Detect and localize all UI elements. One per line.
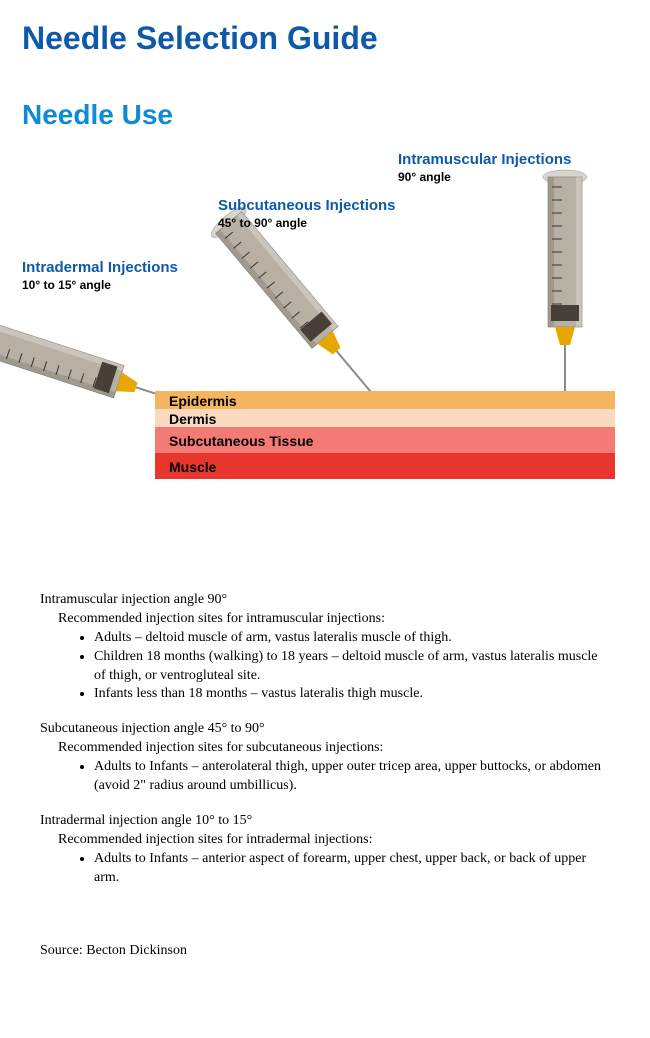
- skin-layers: EpidermisDermisSubcutaneous TissueMuscle: [155, 391, 615, 479]
- bullet-item: Adults to Infants – anterior aspect of f…: [94, 850, 610, 888]
- section-subtitle: Recommended injection sites for intramus…: [40, 610, 610, 629]
- section-heading: Intramuscular injection angle 90°: [40, 591, 610, 610]
- page-title: Needle Selection Guide: [0, 0, 650, 57]
- skin-layer-muscle: Muscle: [155, 453, 615, 479]
- injection-label-subcutaneous: Subcutaneous Injections 45° to 90° angle: [218, 197, 396, 230]
- section-bullets: Adults – deltoid muscle of arm, vastus l…: [40, 629, 610, 705]
- injection-diagram: Intradermal Injections 10° to 15° angle Su…: [0, 131, 650, 501]
- section-heading: Subcutaneous injection angle 45° to 90°: [40, 720, 610, 739]
- source-attribution: Source: Becton Dickinson: [0, 887, 650, 959]
- bullet-item: Adults to Infants – anterolateral thigh,…: [94, 758, 610, 796]
- section-subtitle: Recommended injection sites for intrader…: [40, 831, 610, 850]
- content-section: Subcutaneous injection angle 45° to 90°R…: [40, 720, 610, 796]
- injection-label-intradermal: Intradermal Injections 10° to 15° angle: [22, 259, 178, 292]
- skin-layer-dermis: Dermis: [155, 409, 615, 427]
- injection-label-intramuscular: Intramuscular Injections 90° angle: [398, 151, 571, 184]
- bullet-item: Infants less than 18 months – vastus lat…: [94, 685, 610, 704]
- content-section: Intramuscular injection angle 90°Recomme…: [40, 591, 610, 704]
- injection-angle-text: 45° to 90° angle: [218, 216, 396, 230]
- content-section: Intradermal injection angle 10° to 15°Re…: [40, 812, 610, 888]
- injection-angle-text: 90° angle: [398, 170, 571, 184]
- injection-heading: Intramuscular Injections: [398, 151, 571, 168]
- section-subtitle: Recommended injection sites for subcutan…: [40, 739, 610, 758]
- section-bullets: Adults to Infants – anterior aspect of f…: [40, 850, 610, 888]
- syringe-icon-subcutaneous: [204, 200, 400, 420]
- content-body: Intramuscular injection angle 90°Recomme…: [0, 501, 650, 887]
- bullet-item: Children 18 months (walking) to 18 years…: [94, 648, 610, 686]
- section-heading: Intradermal injection angle 10° to 15°: [40, 812, 610, 831]
- section-title: Needle Use: [0, 57, 650, 131]
- skin-layer-subcutaneous-tissue: Subcutaneous Tissue: [155, 427, 615, 453]
- bullet-item: Adults – deltoid muscle of arm, vastus l…: [94, 629, 610, 648]
- section-bullets: Adults to Infants – anterolateral thigh,…: [40, 758, 610, 796]
- skin-layer-epidermis: Epidermis: [155, 391, 615, 409]
- injection-angle-text: 10° to 15° angle: [22, 278, 178, 292]
- injection-heading: Subcutaneous Injections: [218, 197, 396, 214]
- injection-heading: Intradermal Injections: [22, 259, 178, 276]
